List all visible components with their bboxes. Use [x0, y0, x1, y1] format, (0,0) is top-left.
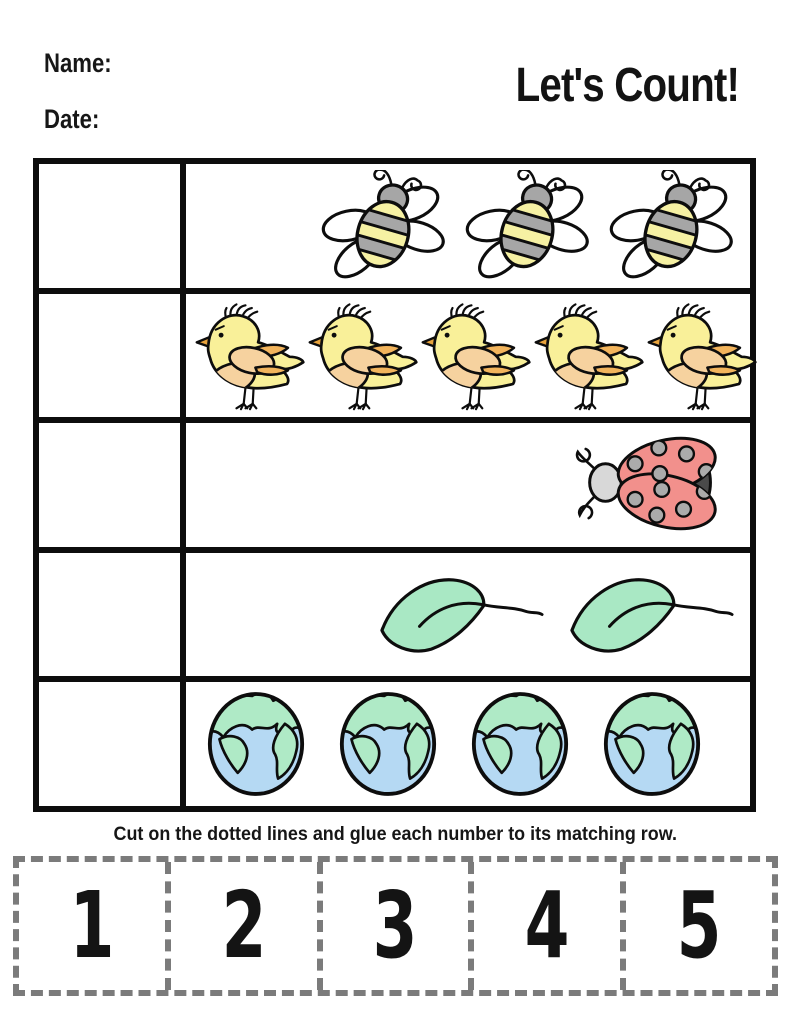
- bee-icon: [320, 170, 448, 281]
- table-row-birds: [39, 287, 750, 418]
- answer-box-bees[interactable]: [39, 164, 186, 288]
- leaf-icon: [570, 578, 734, 653]
- bird-icon: [194, 299, 306, 411]
- table-row-earths: [39, 676, 750, 806]
- ladybug-icon: [560, 430, 728, 539]
- bird-icon: [533, 299, 645, 411]
- answer-box-earths[interactable]: [39, 682, 186, 806]
- instruction-text-wrap: Cut on the dotted lines and glue each nu…: [0, 823, 791, 846]
- earth-icon: [338, 691, 438, 797]
- birds-cell: [186, 294, 750, 418]
- page-title: Let's Count!: [515, 59, 740, 112]
- date-label: Date:: [44, 104, 100, 134]
- counting-table: [33, 158, 756, 812]
- number-card-2[interactable]: 2: [164, 862, 317, 990]
- name-label: Name:: [44, 48, 112, 78]
- number-card-4[interactable]: 4: [468, 862, 620, 990]
- number-card-5[interactable]: 5: [620, 862, 772, 990]
- instruction-text: Cut on the dotted lines and glue each nu…: [113, 823, 678, 845]
- ladybug-cell: [186, 423, 750, 547]
- bird-icon: [307, 299, 419, 411]
- earths-cell: [186, 682, 750, 806]
- number-card-1[interactable]: 1: [19, 862, 165, 990]
- leaf-icon: [380, 578, 544, 653]
- table-row-ladybug: [39, 417, 750, 547]
- answer-box-ladybug[interactable]: [39, 423, 186, 547]
- bees-cell: [186, 164, 750, 288]
- bird-icon: [420, 299, 532, 411]
- number-label: 2: [221, 872, 267, 979]
- number-label: 3: [373, 872, 418, 979]
- answer-box-leaves[interactable]: [39, 552, 186, 677]
- bird-icon: [646, 299, 758, 411]
- number-label: 5: [676, 872, 722, 979]
- table-row-bees: [39, 164, 750, 288]
- number-label: 1: [69, 872, 115, 979]
- earth-icon: [602, 691, 702, 797]
- number-cutout-strip: 1 2 3 4 5: [13, 856, 778, 996]
- number-label: 4: [524, 872, 570, 979]
- earth-icon: [470, 691, 570, 797]
- bee-icon: [464, 170, 592, 281]
- answer-box-birds[interactable]: [39, 293, 186, 418]
- earth-icon: [206, 691, 306, 797]
- number-card-3[interactable]: 3: [316, 862, 469, 990]
- leaves-cell: [186, 553, 750, 677]
- bee-icon: [608, 170, 736, 281]
- table-row-leaves: [39, 546, 750, 677]
